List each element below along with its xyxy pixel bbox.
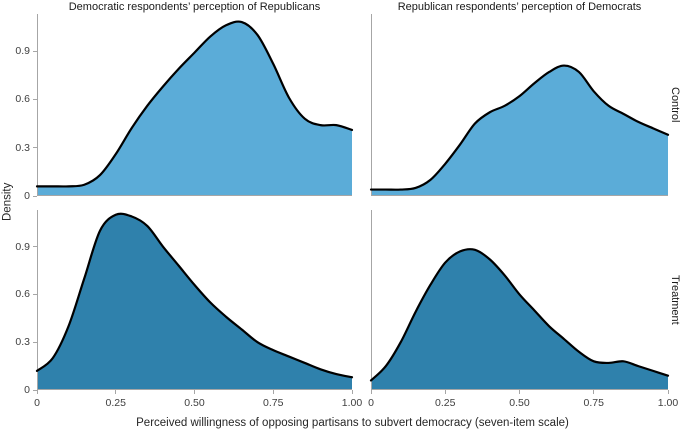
panel-axis-lines: [37, 14, 352, 196]
y-tick-label: 0.9: [15, 240, 30, 253]
x-axis-ticks-left-column: 0 0.25 0.50 0.75 1.00: [34, 390, 362, 416]
density-curve: [35, 20, 354, 188]
y-tick-mark: [33, 147, 37, 149]
y-tick-mark: [33, 293, 37, 295]
y-tick-label: 0.6: [15, 288, 30, 301]
x-tick-label: 0: [368, 397, 374, 409]
x-tick-mark: [272, 390, 274, 394]
x-tick-mark: [115, 390, 117, 394]
x-tick-label: 0.75: [583, 397, 604, 409]
density-area: [37, 21, 352, 196]
x-tick-label: 0.25: [105, 397, 126, 409]
x-tick-label: 1.00: [341, 397, 363, 409]
x-tick-label: 0.25: [435, 397, 456, 409]
facet-column-title-democratic-respondents: Democratic respondents’ perception of Re…: [68, 1, 321, 13]
y-tick-mark: [33, 341, 37, 343]
panel-axis-lines: [371, 14, 668, 196]
y-tick-mark: [33, 195, 37, 197]
y-tick-label: 0.6: [15, 93, 30, 106]
density-panel-treatment-republican: [369, 210, 670, 390]
x-tick-mark: [351, 390, 353, 394]
y-tick-mark: [33, 389, 37, 391]
x-axis-ticks-right-column: 0 0.25 0.50 0.75 1.00: [368, 390, 678, 416]
x-tick-mark: [593, 390, 595, 394]
y-tick-label: 0: [24, 190, 30, 202]
x-tick-mark: [667, 390, 669, 394]
density-curve: [369, 64, 670, 191]
y-tick-label: 0.9: [15, 45, 30, 58]
x-tick-label: 0.50: [184, 397, 205, 409]
y-axis-ticks-treatment-row: 0 0.3 0.6 0.9: [0, 210, 37, 396]
density-panel-control-republican: [369, 14, 670, 196]
y-tick-label: 0: [24, 384, 30, 396]
x-tick-label: 0.75: [263, 397, 284, 409]
density-curve: [369, 248, 670, 382]
density-area: [371, 249, 668, 390]
density-panel-treatment-democratic: [35, 210, 354, 390]
y-tick-mark: [33, 246, 37, 248]
x-axis-title: Perceived willingness of opposing partis…: [136, 417, 569, 429]
x-tick-label: 1.00: [657, 397, 679, 409]
x-tick-mark: [36, 390, 38, 394]
x-tick-mark: [370, 390, 372, 394]
x-tick-label: 0.50: [509, 397, 530, 409]
density-panel-control-democratic: [35, 14, 354, 196]
facet-column-title-republican-respondents: Republican respondents’ perception of De…: [397, 1, 642, 13]
panel-axis-lines: [37, 210, 352, 390]
panel-axis-lines: [371, 210, 668, 390]
density-area: [37, 213, 352, 390]
y-axis-ticks-control-row: 0 0.3 0.6 0.9: [0, 14, 37, 202]
facet-row-label-control: Control: [669, 87, 681, 123]
density-curve: [35, 212, 354, 379]
x-tick-mark: [444, 390, 446, 394]
y-tick-label: 0.3: [15, 141, 30, 154]
x-tick-mark: [519, 390, 520, 394]
density-area: [371, 65, 668, 196]
facet-row-label-treatment: Treatment: [669, 275, 681, 325]
y-tick-mark: [33, 50, 37, 52]
x-tick-mark: [194, 390, 195, 394]
y-tick-mark: [33, 98, 37, 100]
y-tick-label: 0.3: [15, 336, 30, 349]
x-tick-label: 0: [34, 397, 40, 409]
